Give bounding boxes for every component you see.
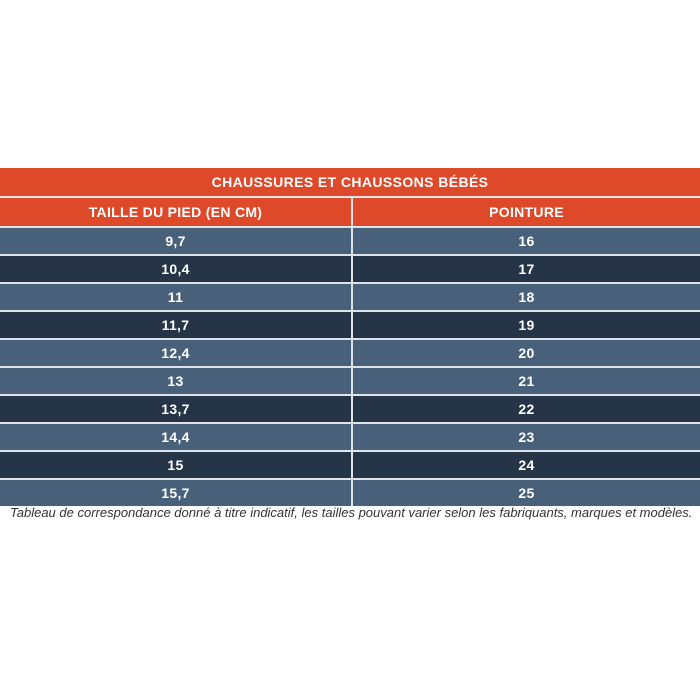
pointure-cell: 25 xyxy=(353,480,700,506)
pointure-cell: 16 xyxy=(353,228,700,254)
table-row: 15 24 xyxy=(0,452,700,478)
foot-size-cell: 14,4 xyxy=(0,424,351,450)
pointure-cell: 20 xyxy=(353,340,700,366)
foot-size-cell: 13,7 xyxy=(0,396,351,422)
table-row: 11 18 xyxy=(0,284,700,310)
foot-size-cell: 13 xyxy=(0,368,351,394)
foot-size-cell: 15,7 xyxy=(0,480,351,506)
table-row: 9,7 16 xyxy=(0,228,700,254)
table-row: 12,4 20 xyxy=(0,340,700,366)
table-row: 15,7 25 xyxy=(0,480,700,506)
pointure-cell: 21 xyxy=(353,368,700,394)
pointure-cell: 19 xyxy=(353,312,700,338)
note-text: Tableau de correspondance donné à titre … xyxy=(10,505,693,520)
foot-size-cell: 9,7 xyxy=(0,228,351,254)
foot-size-cell: 11,7 xyxy=(0,312,351,338)
table-row: 14,4 23 xyxy=(0,424,700,450)
foot-size-cell: 11 xyxy=(0,284,351,310)
table-row: 13,7 22 xyxy=(0,396,700,422)
table-title: CHAUSSURES ET CHAUSSONS BÉBÉS xyxy=(0,168,700,196)
pointure-cell: 22 xyxy=(353,396,700,422)
foot-size-cell: 12,4 xyxy=(0,340,351,366)
pointure-cell: 23 xyxy=(353,424,700,450)
foot-size-cell: 15 xyxy=(0,452,351,478)
table-row: 13 21 xyxy=(0,368,700,394)
column-header-pointure: POINTURE xyxy=(353,198,700,226)
baby-shoe-size-table: CHAUSSURES ET CHAUSSONS BÉBÉS TAILLE DU … xyxy=(0,168,700,506)
column-header-row: TAILLE DU PIED (EN CM) POINTURE xyxy=(0,198,700,226)
table-row: 11,7 19 xyxy=(0,312,700,338)
column-header-foot-size: TAILLE DU PIED (EN CM) xyxy=(0,198,351,226)
pointure-cell: 18 xyxy=(353,284,700,310)
foot-size-cell: 10,4 xyxy=(0,256,351,282)
pointure-cell: 17 xyxy=(353,256,700,282)
table-row: 10,4 17 xyxy=(0,256,700,282)
pointure-cell: 24 xyxy=(353,452,700,478)
